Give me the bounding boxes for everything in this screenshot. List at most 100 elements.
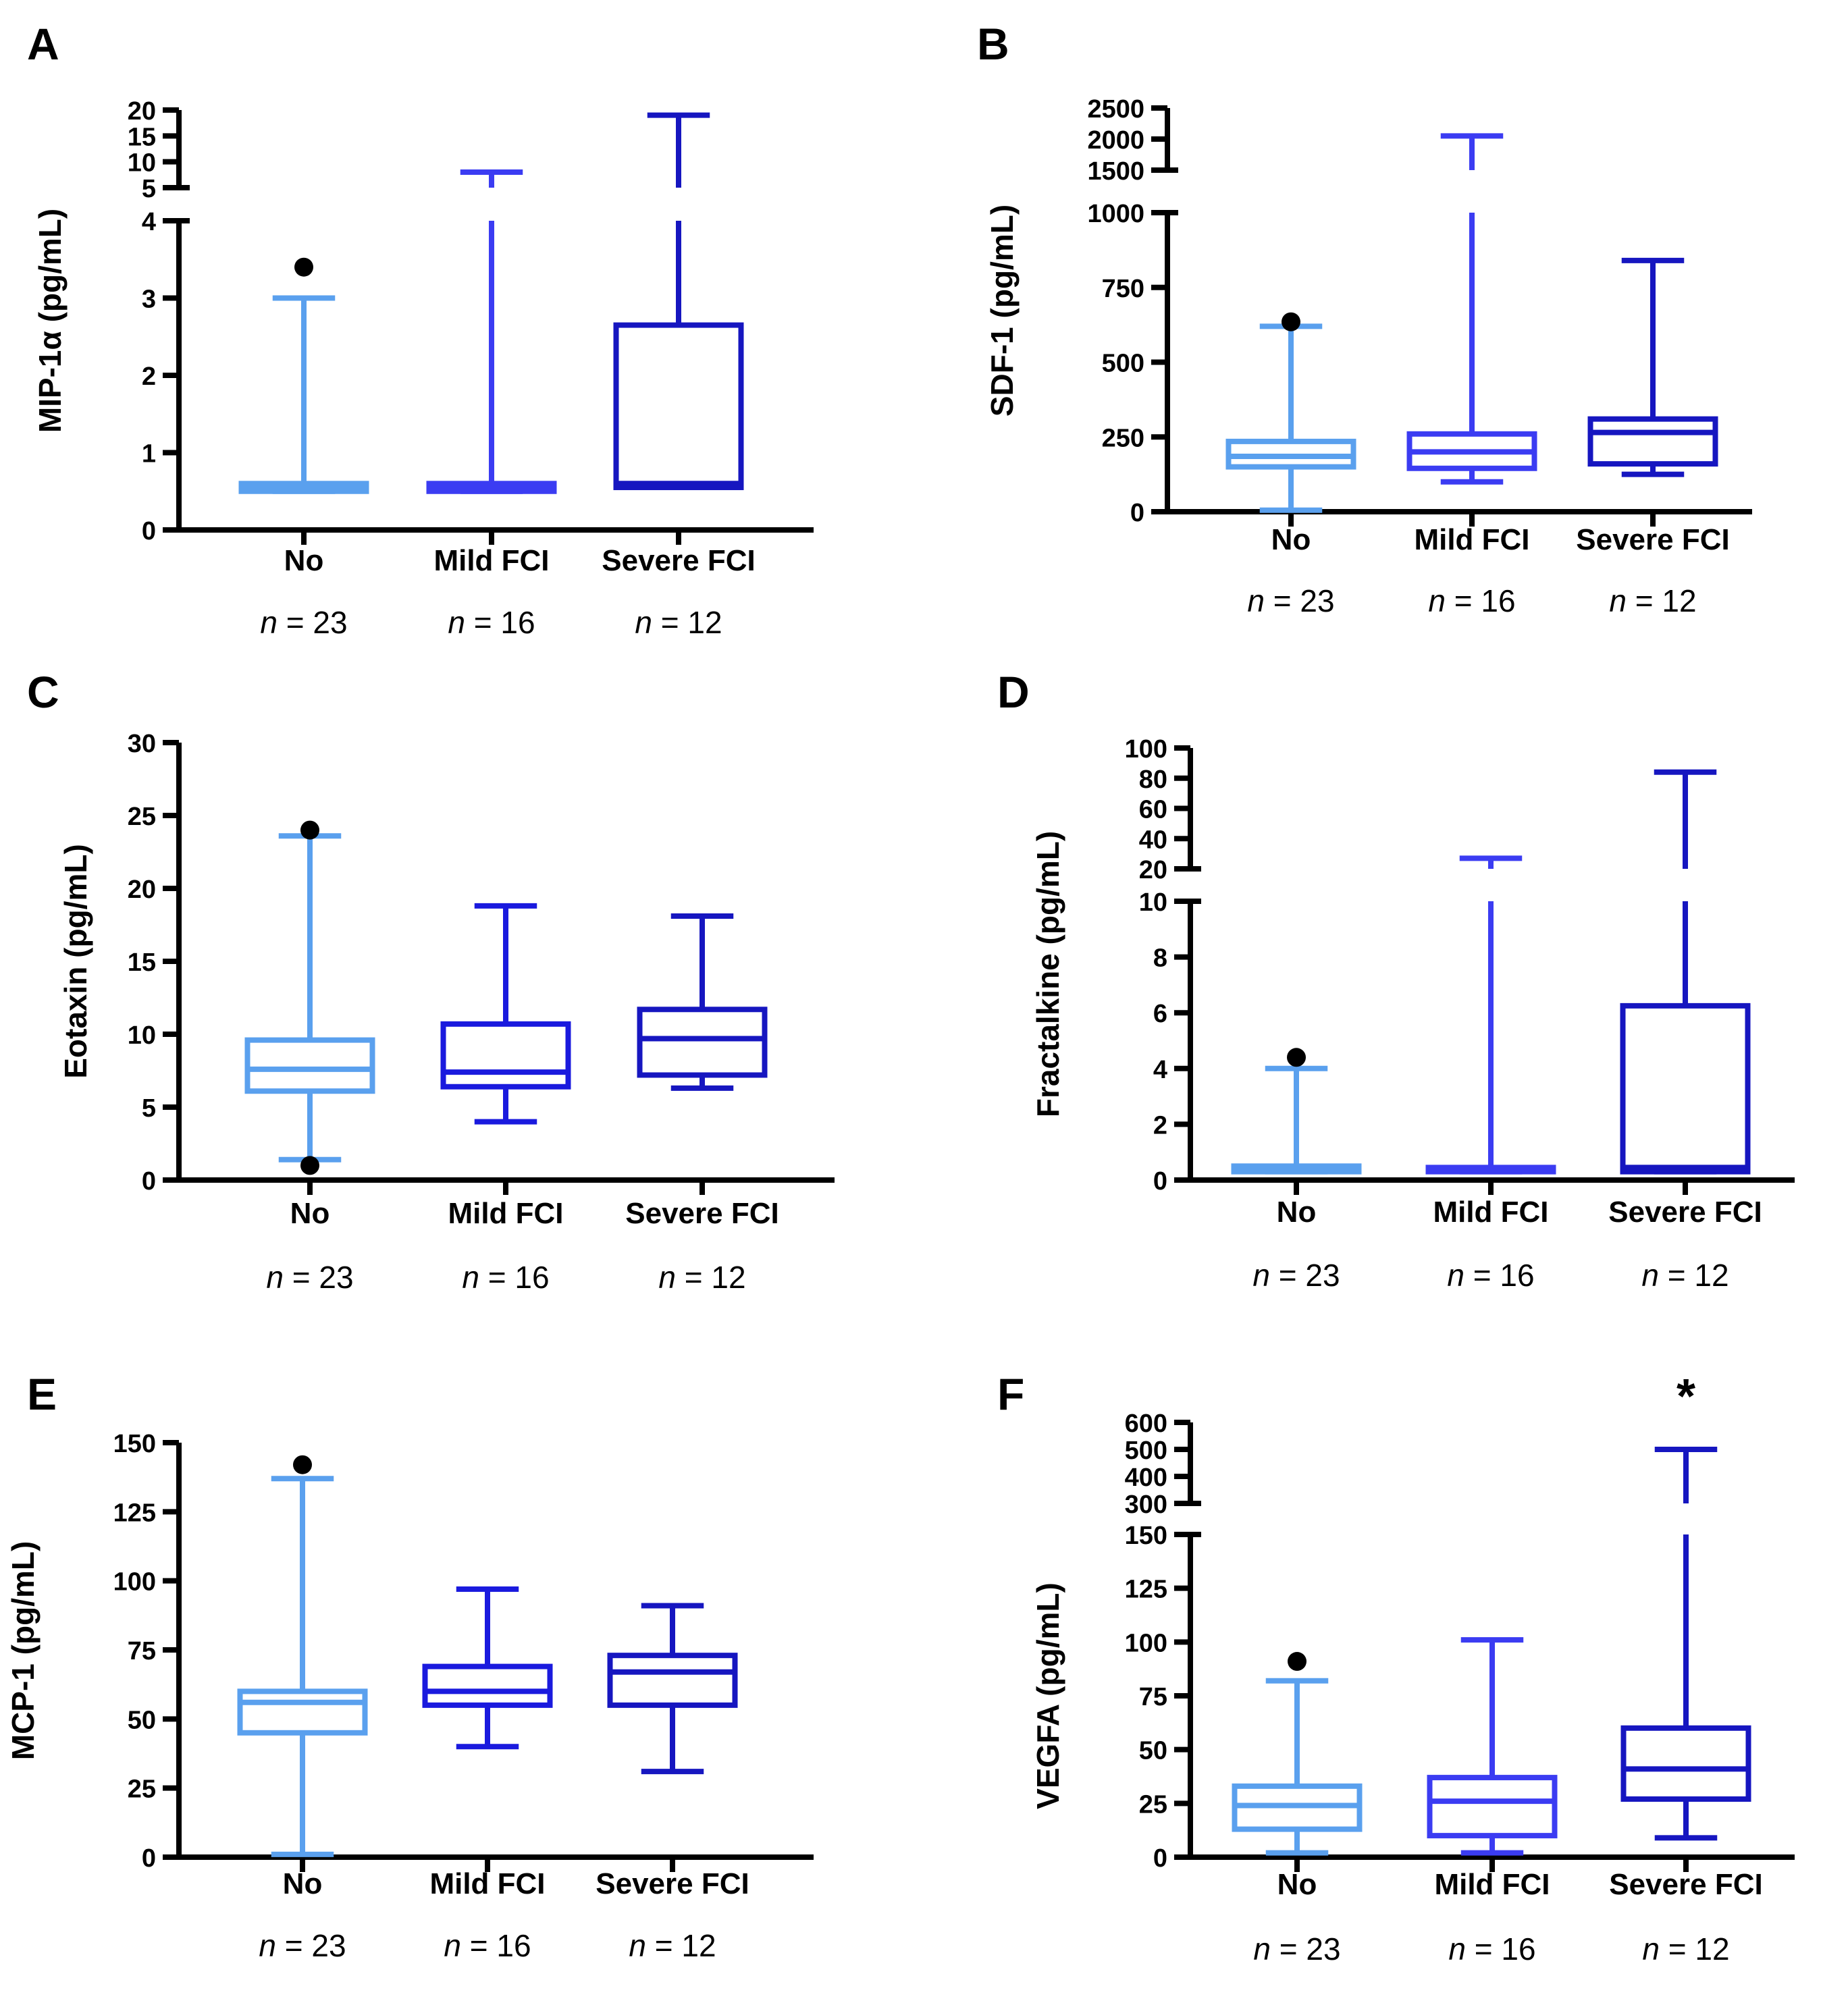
x-category-label: Mild FCI bbox=[1414, 523, 1529, 556]
iqr-box bbox=[1620, 1002, 1751, 1175]
y-tick-label: 5 bbox=[142, 175, 156, 203]
y-tick-label: 150 bbox=[113, 1430, 156, 1458]
y-tick-label: 0 bbox=[142, 1167, 156, 1196]
y-tick-label: 25 bbox=[1139, 1790, 1167, 1819]
sample-size-n: n bbox=[1641, 1258, 1659, 1293]
y-tick-label: 60 bbox=[1139, 796, 1167, 824]
y-tick-label: 25 bbox=[128, 1775, 156, 1804]
y-tick-label: 300 bbox=[1125, 1491, 1167, 1519]
outlier-point bbox=[293, 1455, 312, 1474]
sample-size-label: n = 16 bbox=[448, 605, 535, 640]
y-tick-label: 3 bbox=[142, 286, 156, 314]
box-1 bbox=[244, 833, 375, 1162]
sample-size-value: = 16 bbox=[1446, 583, 1516, 618]
sample-size-value: = 16 bbox=[1464, 1258, 1535, 1293]
sample-size-value: = 23 bbox=[276, 1928, 346, 1963]
sample-size-value: = 16 bbox=[465, 605, 535, 640]
sample-size-value: = 12 bbox=[646, 1928, 716, 1963]
box-3 bbox=[1620, 769, 1751, 1175]
sample-size-n: n bbox=[1642, 1931, 1660, 1967]
y-tick-label: 50 bbox=[128, 1706, 156, 1734]
y-tick-label: 400 bbox=[1125, 1464, 1167, 1492]
x-category-label: Severe FCI bbox=[602, 544, 755, 577]
sample-size-value: = 12 bbox=[1659, 1258, 1729, 1293]
y-tick-label: 40 bbox=[1139, 826, 1167, 854]
sample-size-n: n bbox=[448, 605, 465, 640]
sample-size-n: n bbox=[635, 605, 652, 640]
sample-size-n: n bbox=[1247, 583, 1265, 618]
sample-size-n: n bbox=[629, 1928, 646, 1963]
y-tick-label: 1000 bbox=[1087, 200, 1144, 228]
sample-size-label: n = 12 bbox=[629, 1928, 716, 1963]
y-tick-label: 0 bbox=[1153, 1167, 1167, 1196]
x-category-label: Severe FCI bbox=[625, 1197, 778, 1230]
box-1 bbox=[1232, 1678, 1363, 1856]
y-tick-label: 125 bbox=[1125, 1576, 1167, 1604]
iqr-box bbox=[637, 1007, 768, 1078]
sample-size-label: n = 16 bbox=[1428, 583, 1515, 618]
box-3 bbox=[613, 112, 744, 491]
outlier-point bbox=[1287, 1048, 1306, 1067]
sample-size-n: n bbox=[1609, 583, 1627, 618]
panel-letter: D bbox=[997, 667, 1030, 717]
box-2 bbox=[440, 903, 571, 1125]
outlier-point bbox=[1282, 312, 1300, 331]
box-3 bbox=[1587, 257, 1718, 477]
sample-size-value: = 12 bbox=[1660, 1931, 1730, 1967]
outlier-point bbox=[300, 1156, 319, 1175]
sample-size-label: n = 12 bbox=[635, 605, 722, 640]
sample-size-n: n bbox=[444, 1928, 461, 1963]
box-2 bbox=[1406, 133, 1537, 485]
y-tick-label: 15 bbox=[128, 948, 156, 977]
x-category-label: No bbox=[290, 1197, 330, 1230]
box-1 bbox=[1231, 1065, 1362, 1175]
iqr-box bbox=[607, 1653, 738, 1708]
y-tick-label: 10 bbox=[128, 1021, 156, 1050]
y-tick-label: 0 bbox=[1130, 499, 1144, 527]
sample-size-n: n bbox=[462, 1260, 479, 1295]
x-category-label: Severe FCI bbox=[596, 1867, 749, 1900]
iqr-box bbox=[1427, 1775, 1558, 1839]
y-tick-label: 0 bbox=[142, 517, 156, 545]
sample-size-value: = 23 bbox=[1265, 583, 1335, 618]
outlier-point bbox=[294, 257, 313, 277]
y-tick-label: 100 bbox=[1125, 1629, 1167, 1657]
sample-size-n: n bbox=[1428, 583, 1446, 618]
y-tick-label: 4 bbox=[1153, 1056, 1167, 1084]
x-category-label: Mild FCI bbox=[1434, 1868, 1550, 1901]
sample-size-n: n bbox=[260, 605, 278, 640]
y-axis-label: MCP-1 (pg/mL) bbox=[5, 1541, 41, 1761]
x-category-label: No bbox=[1277, 1868, 1317, 1901]
sample-size-label: n = 23 bbox=[1252, 1258, 1340, 1293]
sample-size-label: n = 16 bbox=[1447, 1258, 1534, 1293]
sample-size-value: = 16 bbox=[461, 1928, 531, 1963]
x-category-label: No bbox=[1277, 1196, 1317, 1229]
x-category-label: Severe FCI bbox=[1608, 1196, 1762, 1229]
sample-size-n: n bbox=[1253, 1931, 1271, 1967]
iqr-box bbox=[440, 1021, 571, 1090]
y-tick-label: 250 bbox=[1102, 424, 1144, 452]
panel-letter: E bbox=[27, 1369, 57, 1419]
y-tick-label: 100 bbox=[113, 1568, 156, 1597]
iqr-box bbox=[1620, 1725, 1751, 1802]
panel-letter: B bbox=[977, 19, 1009, 69]
sample-size-n: n bbox=[658, 1260, 676, 1295]
sample-size-label: n = 12 bbox=[1641, 1258, 1728, 1293]
y-tick-label: 10 bbox=[128, 149, 156, 178]
sample-size-n: n bbox=[266, 1260, 284, 1295]
sample-size-value: = 23 bbox=[1271, 1931, 1341, 1967]
sample-size-label: n = 23 bbox=[266, 1260, 353, 1295]
y-tick-label: 50 bbox=[1139, 1737, 1167, 1765]
x-category-label: Mild FCI bbox=[1433, 1196, 1548, 1229]
sample-size-label: n = 23 bbox=[1247, 583, 1334, 618]
sample-size-n: n bbox=[1252, 1258, 1270, 1293]
sample-size-label: n = 23 bbox=[260, 605, 347, 640]
sample-size-label: n = 12 bbox=[1642, 1931, 1729, 1967]
y-axis-label: Eotaxin (pg/mL) bbox=[58, 844, 93, 1079]
